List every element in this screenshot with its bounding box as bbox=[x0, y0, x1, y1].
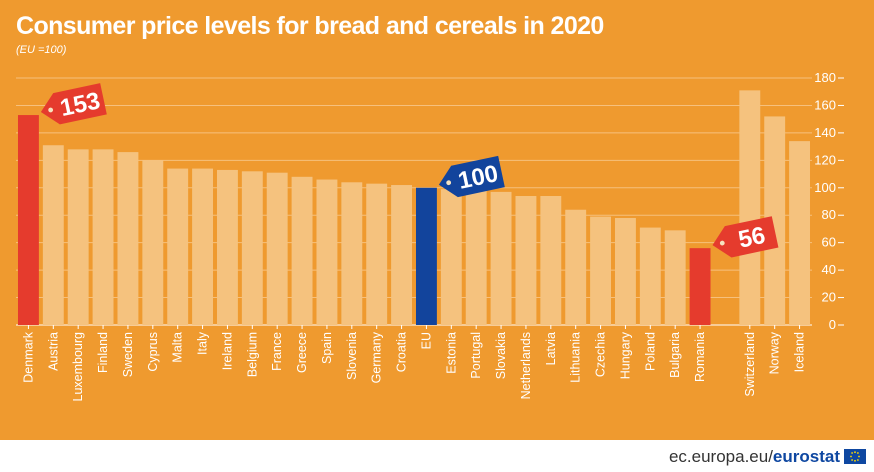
callout-hole bbox=[48, 107, 54, 113]
x-tick-label: France bbox=[270, 332, 284, 371]
bar-italy bbox=[192, 168, 214, 325]
bar-portugal bbox=[465, 190, 487, 325]
bar-latvia bbox=[540, 196, 562, 325]
callout-hole bbox=[719, 240, 725, 246]
x-tick-label: Poland bbox=[643, 332, 657, 371]
x-tick-label: Italy bbox=[196, 331, 210, 355]
y-tick-label: 120 bbox=[814, 152, 836, 167]
chart-subtitle: (EU =100) bbox=[16, 44, 67, 56]
y-tick-label: 180 bbox=[814, 70, 836, 85]
bar-netherlands bbox=[515, 196, 537, 325]
x-tick-label: Cyprus bbox=[146, 332, 160, 372]
x-tick-label: Netherlands bbox=[519, 332, 533, 399]
y-tick-label: 140 bbox=[814, 125, 836, 140]
bar-croatia bbox=[391, 185, 413, 325]
x-tick-label: Croatia bbox=[395, 332, 409, 372]
x-tick-label: Switzerland bbox=[743, 332, 757, 397]
callout-label: 56 bbox=[736, 222, 768, 254]
x-tick-label: Denmark bbox=[21, 331, 35, 382]
chart-title: Consumer price levels for bread and cere… bbox=[16, 12, 604, 40]
x-tick-label: Sweden bbox=[121, 332, 135, 377]
x-tick-label: Spain bbox=[320, 332, 334, 364]
bar-norway bbox=[764, 116, 786, 325]
x-tick-label: Lithuania bbox=[569, 332, 583, 383]
footer: ec.europa.eu/eurostat bbox=[0, 440, 874, 472]
x-tick-label: Hungary bbox=[618, 331, 632, 379]
source-credit[interactable]: ec.europa.eu/eurostat bbox=[669, 447, 840, 467]
x-tick-label: Slovenia bbox=[345, 332, 359, 380]
bar-slovakia bbox=[490, 191, 512, 325]
y-tick-label: 80 bbox=[822, 207, 836, 222]
bar-ireland bbox=[216, 169, 238, 325]
x-tick-label: Malta bbox=[171, 332, 185, 363]
callout-tag bbox=[438, 155, 505, 198]
bar-luxembourg bbox=[67, 149, 89, 325]
callout-eu: 100 bbox=[438, 155, 505, 198]
bar-slovenia bbox=[341, 182, 363, 325]
x-tick-label: Belgium bbox=[245, 332, 259, 377]
x-tick-label: Portugal bbox=[469, 332, 483, 379]
bar-czechia bbox=[590, 216, 612, 325]
x-tick-label: Iceland bbox=[793, 332, 807, 372]
x-tick-label: Austria bbox=[46, 332, 60, 371]
bar-chart: 0 20 40 60 80 100 120 140 160 180 Denmark Austria Lu… bbox=[16, 70, 844, 402]
bar-malta bbox=[167, 168, 189, 325]
bar-lithuania bbox=[565, 209, 587, 325]
eu-flag-icon bbox=[844, 449, 866, 464]
x-tick-label: Estonia bbox=[444, 332, 458, 374]
bar-greece bbox=[291, 176, 313, 325]
callout-hole bbox=[446, 180, 452, 186]
bar-poland bbox=[639, 227, 661, 325]
bar-germany bbox=[366, 183, 388, 325]
y-tick-label: 100 bbox=[814, 180, 836, 195]
bar-finland bbox=[92, 149, 114, 325]
bar-switzerland bbox=[739, 90, 761, 325]
source-domain: ec.europa.eu/ bbox=[668, 447, 773, 466]
bar-iceland bbox=[789, 141, 811, 325]
bar-spain bbox=[316, 179, 338, 325]
bar-cyprus bbox=[142, 160, 164, 325]
bar-france bbox=[266, 172, 288, 325]
callout-tag bbox=[712, 216, 779, 258]
x-tick-label: Slovakia bbox=[494, 332, 508, 379]
bar-eu bbox=[415, 187, 437, 325]
callout-romania: 56 bbox=[712, 216, 779, 258]
y-tick-label: 160 bbox=[814, 97, 836, 112]
y-tick-label: 60 bbox=[822, 235, 836, 250]
x-tick-label: Latvia bbox=[544, 332, 558, 365]
source-brand: eurostat bbox=[772, 447, 840, 466]
bar-sweden bbox=[117, 152, 139, 325]
x-tick-label: EU bbox=[419, 332, 433, 349]
y-tick-label: 0 bbox=[829, 317, 836, 332]
x-tick-label: Bulgaria bbox=[668, 332, 682, 378]
bar-denmark bbox=[17, 115, 39, 325]
x-tick-label: Luxembourg bbox=[71, 332, 85, 402]
x-tick-label: Ireland bbox=[220, 332, 234, 370]
x-tick-label: Norway bbox=[768, 331, 782, 374]
bar-estonia bbox=[440, 189, 462, 325]
bar-hungary bbox=[614, 217, 636, 325]
y-tick-label: 20 bbox=[822, 290, 836, 305]
bar-austria bbox=[42, 145, 64, 325]
callout-denmark: 153 bbox=[40, 83, 107, 125]
bar-bulgaria bbox=[664, 230, 686, 325]
x-tick-label: Greece bbox=[295, 332, 309, 373]
y-tick-label: 40 bbox=[822, 262, 836, 277]
bar-belgium bbox=[241, 171, 263, 325]
x-tick-label: Germany bbox=[370, 331, 384, 383]
x-tick-label: Finland bbox=[96, 332, 110, 373]
bar-romania bbox=[689, 248, 711, 325]
x-tick-label: Czechia bbox=[594, 332, 608, 377]
callout-tag bbox=[40, 83, 107, 125]
x-tick-label: Romania bbox=[693, 332, 707, 382]
